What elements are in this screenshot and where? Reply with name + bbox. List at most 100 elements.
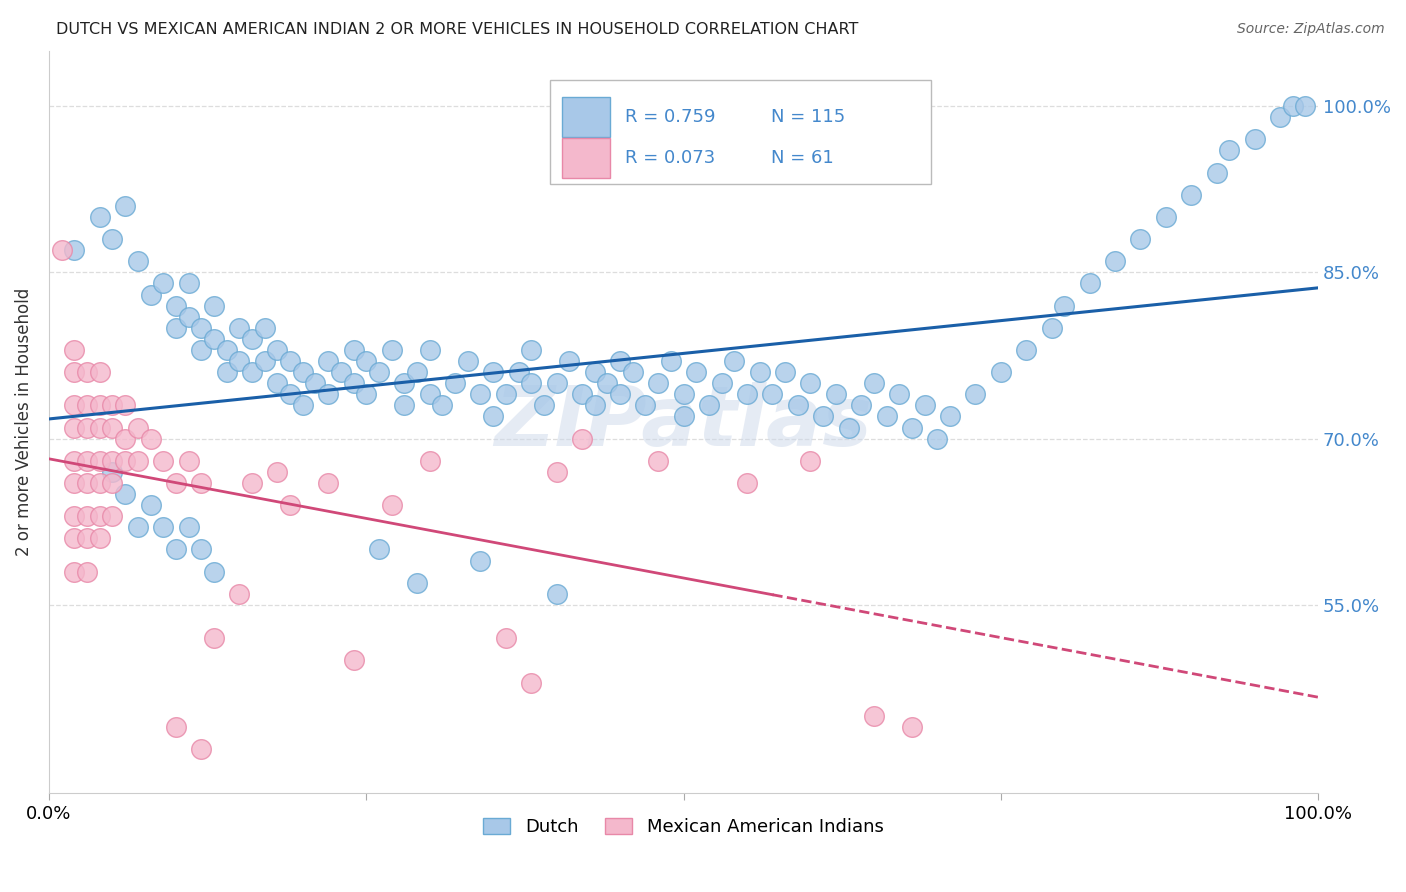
Point — [876, 409, 898, 424]
FancyBboxPatch shape — [550, 80, 931, 185]
Point — [634, 398, 657, 412]
Point — [520, 675, 543, 690]
Point — [495, 631, 517, 645]
Point — [939, 409, 962, 424]
Legend: Dutch, Mexican American Indians: Dutch, Mexican American Indians — [484, 818, 884, 837]
Point — [1218, 144, 1240, 158]
Point — [76, 565, 98, 579]
Point — [114, 398, 136, 412]
Point — [647, 454, 669, 468]
Point — [672, 387, 695, 401]
Point — [748, 365, 770, 379]
Point — [202, 332, 225, 346]
Point — [444, 376, 467, 391]
Point — [406, 365, 429, 379]
Point — [291, 365, 314, 379]
Point — [723, 354, 745, 368]
Point — [1294, 99, 1316, 113]
Point — [63, 420, 86, 434]
Point — [1154, 210, 1177, 224]
Point — [546, 376, 568, 391]
Point — [76, 420, 98, 434]
Point — [253, 354, 276, 368]
Point — [316, 387, 339, 401]
Point — [1053, 299, 1076, 313]
Point — [419, 343, 441, 357]
Point — [127, 454, 149, 468]
Point — [316, 354, 339, 368]
Point — [190, 343, 212, 357]
Point — [342, 376, 364, 391]
Point — [89, 532, 111, 546]
Point — [546, 465, 568, 479]
Point — [101, 509, 124, 524]
Point — [1129, 232, 1152, 246]
Text: Source: ZipAtlas.com: Source: ZipAtlas.com — [1237, 22, 1385, 37]
Point — [152, 277, 174, 291]
Point — [520, 343, 543, 357]
Point — [89, 365, 111, 379]
Point — [863, 708, 886, 723]
Point — [419, 454, 441, 468]
Point — [851, 398, 873, 412]
Point — [621, 365, 644, 379]
Point — [927, 432, 949, 446]
Point — [278, 354, 301, 368]
Point — [228, 587, 250, 601]
Point — [127, 520, 149, 534]
Point — [799, 454, 821, 468]
Point — [177, 520, 200, 534]
Point — [482, 409, 505, 424]
Point — [470, 553, 492, 567]
Point — [139, 287, 162, 301]
Point — [63, 532, 86, 546]
Point — [316, 475, 339, 490]
Point — [304, 376, 326, 391]
Point — [190, 475, 212, 490]
Point — [89, 420, 111, 434]
Point — [609, 354, 631, 368]
Point — [127, 254, 149, 268]
Point — [342, 653, 364, 667]
Point — [63, 509, 86, 524]
Point — [202, 565, 225, 579]
Point — [1243, 132, 1265, 146]
Point — [101, 454, 124, 468]
Point — [63, 398, 86, 412]
Point — [89, 454, 111, 468]
Point — [89, 398, 111, 412]
Point — [101, 232, 124, 246]
Point — [533, 398, 555, 412]
Point — [368, 542, 391, 557]
Point — [1205, 166, 1227, 180]
Point — [520, 376, 543, 391]
Point — [240, 365, 263, 379]
Point — [139, 432, 162, 446]
Point — [215, 343, 238, 357]
Point — [761, 387, 783, 401]
Point — [240, 332, 263, 346]
Point — [63, 365, 86, 379]
Text: R = 0.759: R = 0.759 — [626, 108, 716, 126]
Point — [1281, 99, 1303, 113]
Point — [165, 320, 187, 334]
Point — [647, 376, 669, 391]
Point — [965, 387, 987, 401]
Point — [89, 475, 111, 490]
Point — [76, 475, 98, 490]
Point — [76, 454, 98, 468]
Point — [432, 398, 454, 412]
Point — [356, 387, 378, 401]
Point — [609, 387, 631, 401]
Text: DUTCH VS MEXICAN AMERICAN INDIAN 2 OR MORE VEHICLES IN HOUSEHOLD CORRELATION CHA: DUTCH VS MEXICAN AMERICAN INDIAN 2 OR MO… — [56, 22, 859, 37]
Point — [228, 320, 250, 334]
Point — [89, 210, 111, 224]
Point — [139, 498, 162, 512]
Point — [114, 199, 136, 213]
Point — [76, 398, 98, 412]
Point — [202, 299, 225, 313]
Point — [266, 465, 288, 479]
Point — [1180, 187, 1202, 202]
Point — [114, 454, 136, 468]
Point — [381, 343, 404, 357]
